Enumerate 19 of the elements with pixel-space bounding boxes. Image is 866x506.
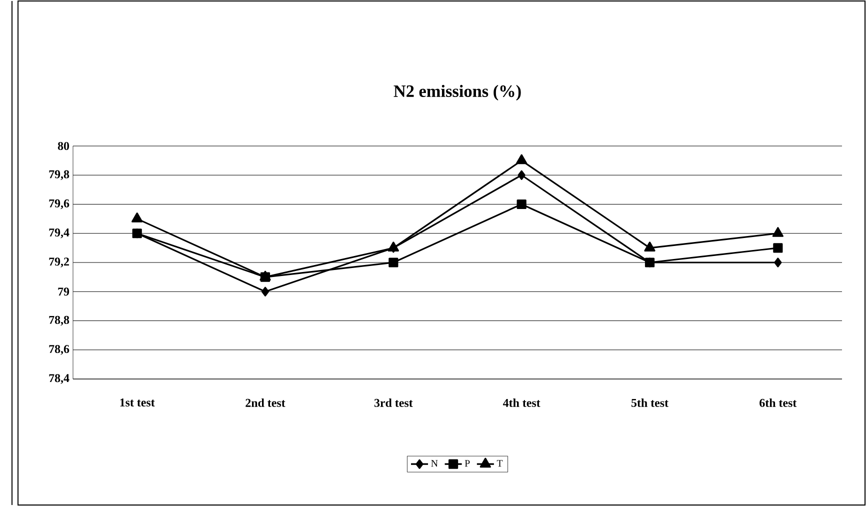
x-tick-label: 5th test [631,398,668,407]
x-tick-label: 2nd test [246,398,286,407]
y-tick-label: 78,6 [49,344,70,355]
chart-title: N2 emissions (%) [394,84,521,101]
y-tick-label: 79,8 [49,170,70,180]
y-tick-label: 80 [58,142,70,150]
y-tick-label: 79,6 [49,199,70,210]
x-tick-label: 1st test [120,398,155,407]
x-tick-label: 6th test [760,398,797,407]
y-tick-label: 79,4 [49,228,70,238]
x-tick-label: 4th test [502,398,540,407]
legend-label: T [496,460,503,467]
legend-label: N [431,460,438,467]
legend-label: P [464,460,470,467]
y-tick-label: 78,4 [49,374,70,384]
x-tick-label: 3rd test [374,398,413,407]
y-tick-label: 78,8 [49,316,70,326]
y-tick-label: 79 [58,288,70,296]
y-tick-label: 79,2 [49,258,69,268]
